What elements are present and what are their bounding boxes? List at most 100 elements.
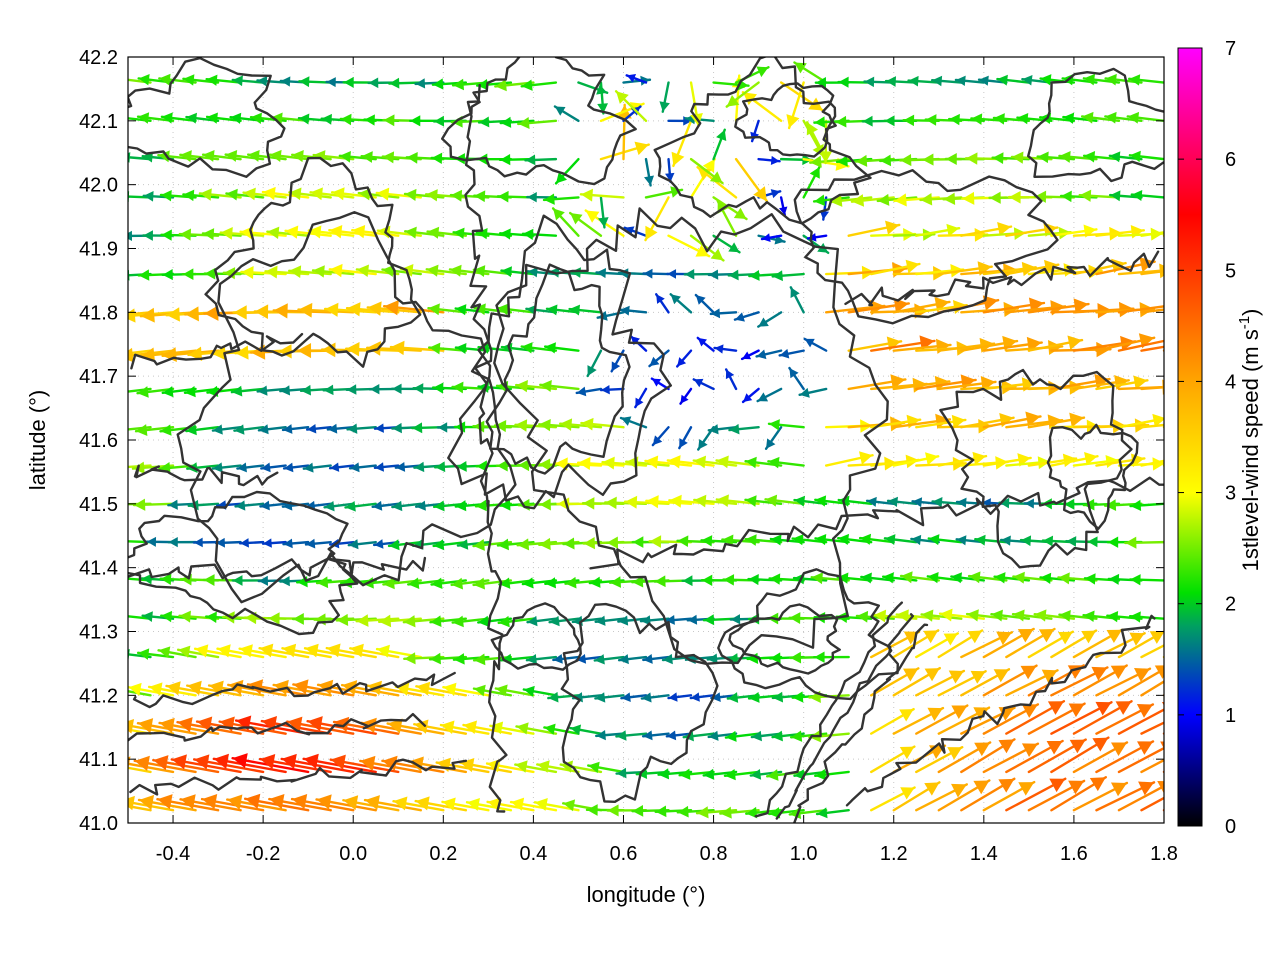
wind-vector [665,157,675,184]
wind-vector [907,75,940,87]
wind-vector [778,348,805,359]
wind-vector [391,500,422,512]
wind-vector [960,668,1011,697]
y-tick-label: 41.9 [79,239,118,261]
wind-vector [342,795,400,812]
wind-vector [1027,335,1084,352]
wind-vector [311,265,355,278]
contour-line [129,758,468,796]
wind-vector [1005,777,1067,812]
wind-vector [261,538,287,548]
wind-vector [1140,796,1164,812]
wind-vector [349,643,400,659]
wind-vector [734,157,769,203]
colorbar-ticks: 0 1 2 3 4 5 6 7 [1178,38,1236,838]
y-tick-label: 41.4 [79,558,118,580]
wind-vector [982,664,1038,697]
wind-vector [238,644,287,659]
wind-vector [937,779,991,812]
wind-vector [982,742,1040,774]
wind-vector [617,268,648,279]
wind-vector [548,615,580,627]
wind-vector [538,419,580,432]
wind-vector [593,654,625,665]
y-axis-ticks: 41.0 41.1 41.2 41.3 41.4 41.5 41.6 41.7 41.8 41.9… [79,47,1164,835]
wind-vector [594,692,625,703]
x-tick-label: 1.2 [880,843,908,865]
contour-line [130,332,304,370]
wind-vector [381,264,422,277]
wind-vector [543,342,580,354]
wind-vector [696,166,738,199]
wind-vector [883,534,918,545]
wind-vector [211,424,242,435]
colorbar-label-exponent: -1 [1236,316,1253,329]
wind-vector [1117,665,1164,697]
wind-vector [915,632,959,659]
wind-vector [937,741,992,774]
wind-vector [642,268,670,279]
wind-vector [692,455,738,469]
wind-vector [771,270,805,282]
wind-vector [1027,702,1086,735]
wind-vector [793,61,828,84]
wind-vector [728,423,760,435]
wind-vector [522,685,558,697]
wind-vector [915,746,964,774]
contour-line [441,57,637,186]
contour-line [133,464,279,487]
wind-vector [394,682,445,697]
wind-vector [258,643,310,659]
wind-vector [709,308,738,319]
wind-vector [230,385,265,397]
wind-vector [892,375,951,391]
contour-line [493,207,889,665]
wind-vector [892,781,941,812]
wind-vector [373,462,400,472]
contour-line [728,603,841,675]
wind-vector [554,157,580,185]
wind-vector [996,74,1031,86]
wind-vector [186,680,242,697]
wind-vector [712,234,741,254]
wind-vector [724,368,738,391]
wind-vector [755,349,783,360]
wind-vector [1078,189,1121,202]
wind-vector [911,497,940,508]
wind-vector [157,646,197,659]
wind-vector [580,417,625,431]
wind-vector [930,75,963,87]
wind-vector [892,666,942,697]
wind-vector [954,75,986,86]
contour-line [939,368,1133,569]
colorbar-label-main: 1stlevel-wind speed (m s [1238,329,1263,571]
wind-vector [1140,644,1164,659]
wind-vector [641,730,670,741]
wind-vector [740,349,760,361]
wind-vector [542,193,580,205]
wind-vector [689,157,724,185]
wind-vector [559,418,603,431]
wind-vector [915,414,967,429]
wind-vector [1005,700,1066,735]
wind-vector [689,692,715,702]
y-tick-label: 41.1 [79,749,118,771]
wind-vector [1050,666,1109,697]
wind-vector [659,81,670,113]
wind-vector [1050,776,1108,812]
wind-vector [750,730,783,742]
wind-vector [955,497,986,508]
wind-vector [767,456,805,469]
contour-line [464,83,508,813]
wind-vector [1140,758,1164,774]
wind-vector [497,615,535,628]
wind-vector [212,753,287,774]
wind-vector [214,537,242,548]
wind-vector [1140,308,1164,314]
wind-vector [812,651,850,663]
wind-vector [282,462,310,473]
contour-line [490,602,582,671]
wind-vector [920,609,963,622]
wind-vector [713,344,738,354]
wind-vector [329,754,400,774]
